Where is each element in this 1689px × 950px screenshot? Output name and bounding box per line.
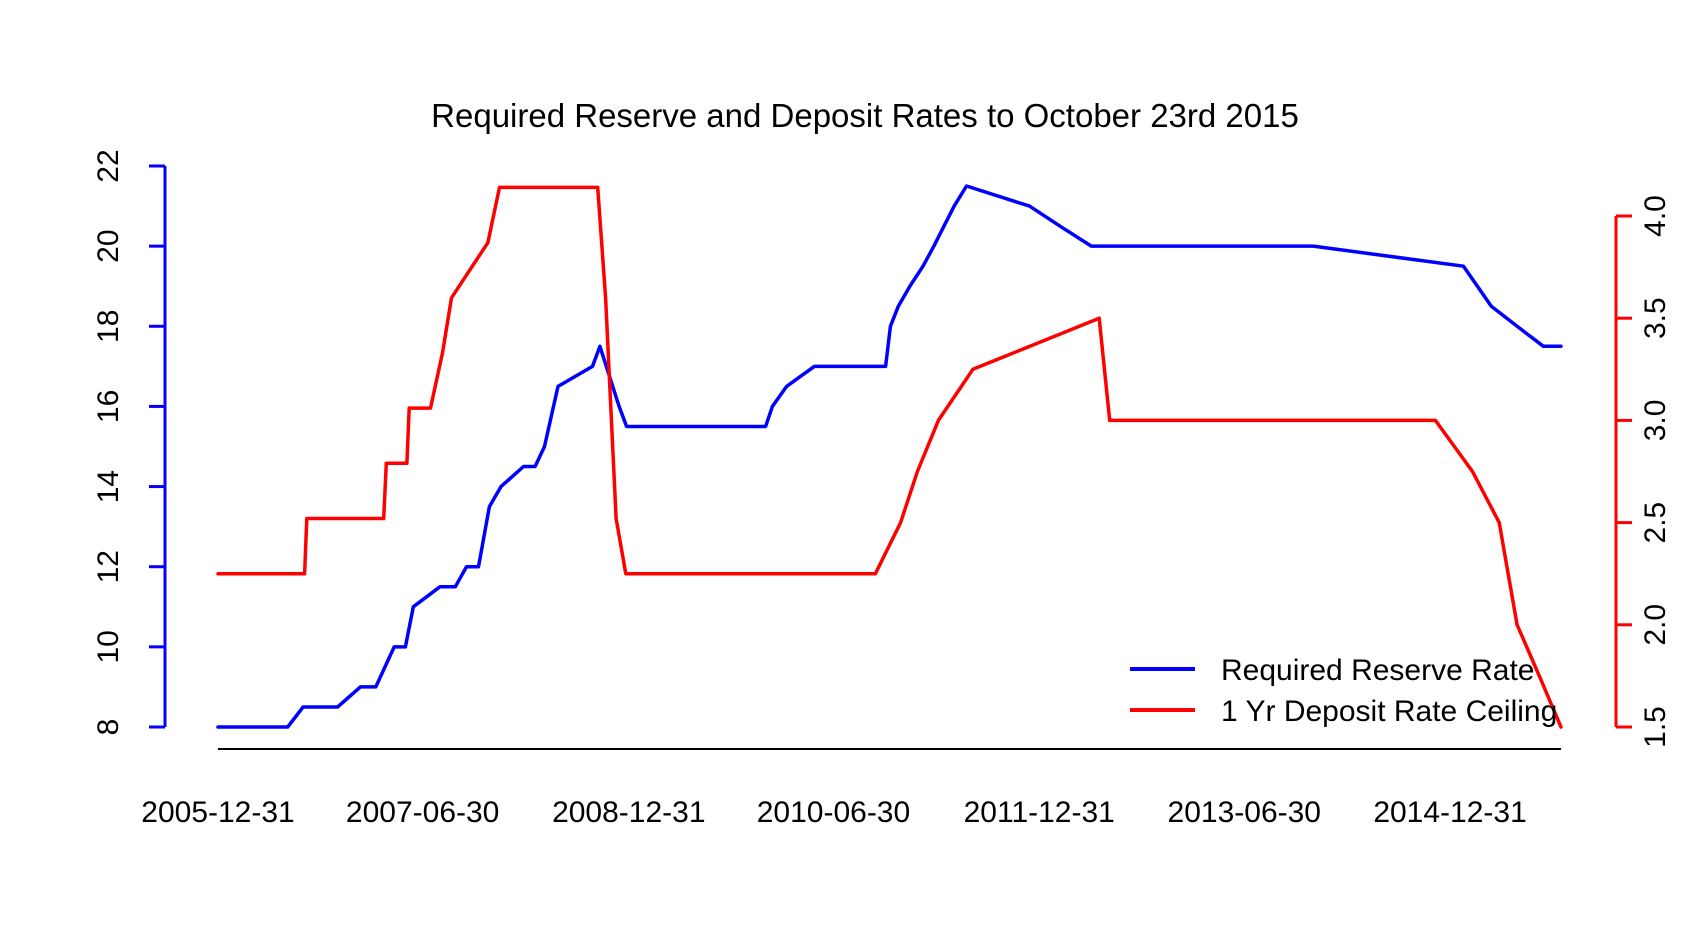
left-tick-label: 10 — [92, 630, 125, 663]
left-tick-label: 22 — [92, 149, 125, 182]
x-tick-label: 2014-12-31 — [1373, 796, 1526, 829]
right-tick-label: 2.0 — [1639, 604, 1672, 646]
series-line-required-reserve-rate — [216, 184, 1563, 729]
x-tick-label: 2011-12-31 — [964, 796, 1115, 829]
x-tick-label: 2010-06-30 — [757, 796, 910, 829]
x-tick-label: 2008-12-31 — [552, 796, 705, 829]
legend: Required Reserve Rate 1 Yr Deposit Rate … — [1130, 654, 1557, 728]
left-tick-label: 18 — [92, 310, 125, 343]
right-tick-label: 1.5 — [1639, 706, 1672, 748]
left-tick-label: 12 — [92, 550, 125, 583]
left-y-axis: 8 10 12 14 16 18 20 22 — [92, 149, 167, 736]
legend-label-required-reserve: Required Reserve Rate — [1221, 654, 1535, 687]
right-tick-label: 4.0 — [1639, 195, 1672, 237]
right-y-axis: 1.5 2.0 2.5 3.0 3.5 4.0 — [1614, 195, 1672, 748]
x-tick-label: 2013-06-30 — [1168, 796, 1321, 829]
right-tick-label: 3.0 — [1639, 400, 1672, 442]
x-tick-label: 2005-12-31 — [141, 796, 294, 829]
right-tick-label: 2.5 — [1639, 502, 1672, 544]
x-axis: 2005-12-31 2007-06-30 2008-12-31 2010-06-30… — [141, 748, 1561, 829]
legend-label-deposit-ceiling: 1 Yr Deposit Rate Ceiling — [1221, 695, 1557, 728]
series-line-deposit-rate-ceiling — [216, 185, 1563, 729]
left-tick-label: 20 — [92, 229, 125, 262]
left-tick-label: 16 — [92, 390, 125, 423]
series-layer — [216, 184, 1563, 729]
left-tick-label: 14 — [92, 470, 125, 503]
right-tick-label: 3.5 — [1639, 297, 1672, 339]
left-tick-label: 8 — [92, 719, 125, 736]
chart-title: Required Reserve and Deposit Rates to Oc… — [431, 97, 1299, 134]
x-tick-label: 2007-06-30 — [346, 796, 499, 829]
